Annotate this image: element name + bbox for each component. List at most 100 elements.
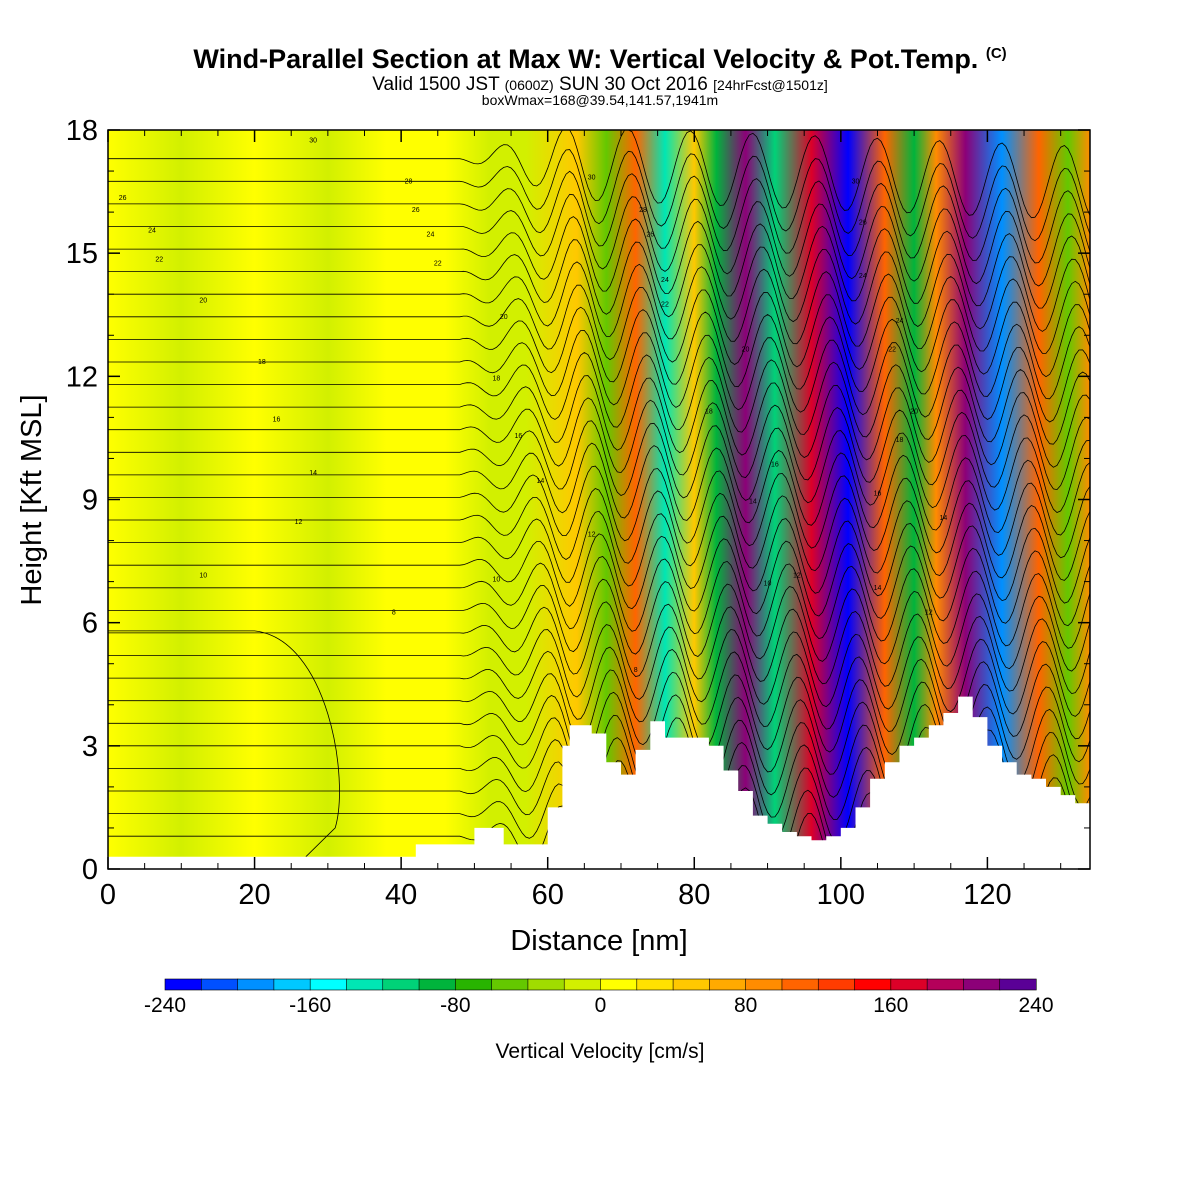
pot-temp-contour	[108, 130, 1090, 219]
pot-temp-contour	[108, 420, 1090, 513]
y-tick-label: 3	[82, 731, 98, 763]
x-axis: 0 20 40 60 80 100 120	[100, 130, 1062, 911]
pot-temp-label: 12	[295, 519, 303, 526]
x-tick-label: 60	[532, 879, 564, 911]
y-axis-label: Height [Kft MSL]	[16, 394, 48, 605]
pot-temp-label: 10	[764, 581, 772, 588]
y-axis: 0 3 6 9 12 15 18	[66, 115, 1090, 886]
colorbar-swatch	[563, 978, 602, 991]
pot-temp-label: 20	[910, 408, 918, 415]
colorbar-swatch	[527, 978, 565, 991]
colorbar-swatch	[636, 978, 674, 991]
colorbar-swatch	[672, 978, 710, 991]
pot-temp-label: 12	[925, 609, 933, 616]
pot-temp-contour	[108, 284, 1090, 378]
pot-temp-label: 20	[742, 347, 750, 354]
pot-temp-contour	[108, 510, 1090, 604]
colorbar-tick-label: -80	[440, 994, 470, 1017]
pot-temp-label: 24	[896, 318, 904, 325]
pot-temp-contour	[108, 669, 1090, 763]
pot-temp-label: 22	[434, 260, 442, 267]
colorbar-swatch	[600, 978, 638, 991]
pot-temp-label: 14	[749, 499, 757, 506]
box-wmax-line: boxWmax=168@39.54,141.57,1941m	[481, 92, 719, 108]
pot-temp-contour	[108, 375, 1090, 468]
pot-temp-contour	[108, 306, 1090, 400]
chart-title: Wind-Parallel Section at Max W: Vertical…	[193, 44, 1007, 74]
pot-temp-label: 14	[536, 478, 544, 485]
x-tick-label: 80	[678, 879, 710, 911]
pot-temp-label: 18	[493, 375, 501, 382]
colorbar-swatch	[781, 978, 819, 991]
pot-temp-label: 30	[309, 137, 317, 144]
pot-temp-contour	[108, 149, 1090, 242]
pot-temp-label: 14	[309, 470, 317, 477]
pot-temp-label: 24	[859, 273, 867, 280]
pot-temp-label: 20	[500, 314, 508, 321]
colorbar-swatch	[346, 978, 384, 991]
pot-temp-contour	[108, 239, 1090, 332]
colorbar-tick-label: -240	[144, 994, 186, 1017]
pot-temp-label: 26	[119, 195, 127, 202]
colorbar-tick-label: 240	[1018, 994, 1053, 1017]
pot-temp-contour	[108, 397, 1090, 491]
colorbar-swatch	[963, 978, 1001, 991]
pot-temp-label: 28	[639, 207, 647, 214]
colorbar-swatch	[491, 978, 529, 991]
colorbar-swatch	[817, 978, 856, 991]
plot-area: 26 24 22 20 30 28 26 24 22 20 18 18 16 16 14 14 12 12 10 10…	[108, 130, 1090, 869]
pot-temp-contour	[108, 488, 1090, 581]
pot-temp-contour	[108, 465, 1090, 559]
y-tick-label: 12	[66, 361, 98, 393]
pot-temp-label: 12	[588, 531, 596, 538]
colorbar-swatch	[200, 978, 239, 991]
colorbar-tick-label: 0	[595, 994, 607, 1017]
pot-temp-label: 24	[661, 277, 669, 284]
colorbar-swatch	[455, 978, 493, 991]
y-tick-label: 6	[82, 608, 98, 640]
pot-temp-label: 18	[705, 408, 713, 415]
pot-temp-label: 20	[199, 297, 207, 304]
colorbar-label: Vertical Velocity [cm/s]	[496, 1040, 705, 1063]
pot-temp-label: 16	[874, 490, 882, 497]
pot-temp-contour	[108, 646, 1090, 740]
pot-temp-contour	[108, 170, 1090, 264]
pot-temp-contour	[108, 193, 1090, 287]
pot-temp-contour	[108, 624, 1090, 717]
colorbar-tick-label: -160	[289, 994, 331, 1017]
pot-temp-label: 10	[493, 577, 501, 584]
colorbar-swatch	[999, 978, 1037, 991]
terrain-mask	[108, 696, 1090, 869]
pot-temp-label: 18	[258, 359, 266, 366]
pot-temp-label: 22	[661, 302, 669, 309]
pot-temp-contour	[108, 533, 1090, 627]
colorbar-swatch	[418, 978, 456, 991]
x-tick-label: 20	[238, 879, 270, 911]
colorbar-swatch	[237, 978, 275, 991]
x-tick-label: 120	[963, 879, 1011, 911]
colorbar-swatch	[709, 978, 747, 991]
x-tick-label: 100	[817, 879, 865, 911]
pot-temp-label: 24	[427, 232, 435, 239]
pot-temp-label: 16	[771, 462, 779, 469]
y-tick-label: 15	[66, 238, 98, 270]
pot-temp-label: 12	[793, 573, 801, 580]
colorbar-swatch	[926, 978, 965, 991]
colorbar-swatch	[890, 978, 928, 991]
pot-temp-label: 30	[588, 174, 596, 181]
y-tick-label: 0	[82, 854, 98, 886]
pot-temp-label: 26	[646, 232, 654, 239]
pot-temp-label: 18	[896, 437, 904, 444]
pot-temp-label: 22	[155, 256, 163, 263]
pot-temp-contour	[108, 691, 1090, 785]
pot-temp-label: 22	[888, 347, 896, 354]
pot-temp-contour	[108, 216, 1090, 309]
colorbar-swatch	[745, 978, 783, 991]
y-tick-label: 18	[66, 115, 98, 147]
pot-temp-label: 16	[273, 416, 281, 423]
pot-temp-label: 26	[412, 207, 420, 214]
pot-temp-contour	[108, 578, 1090, 672]
pot-temp-label: 16	[514, 433, 522, 440]
colorbar-tick-label: 80	[734, 994, 757, 1017]
colorbar-swatch	[273, 978, 311, 991]
